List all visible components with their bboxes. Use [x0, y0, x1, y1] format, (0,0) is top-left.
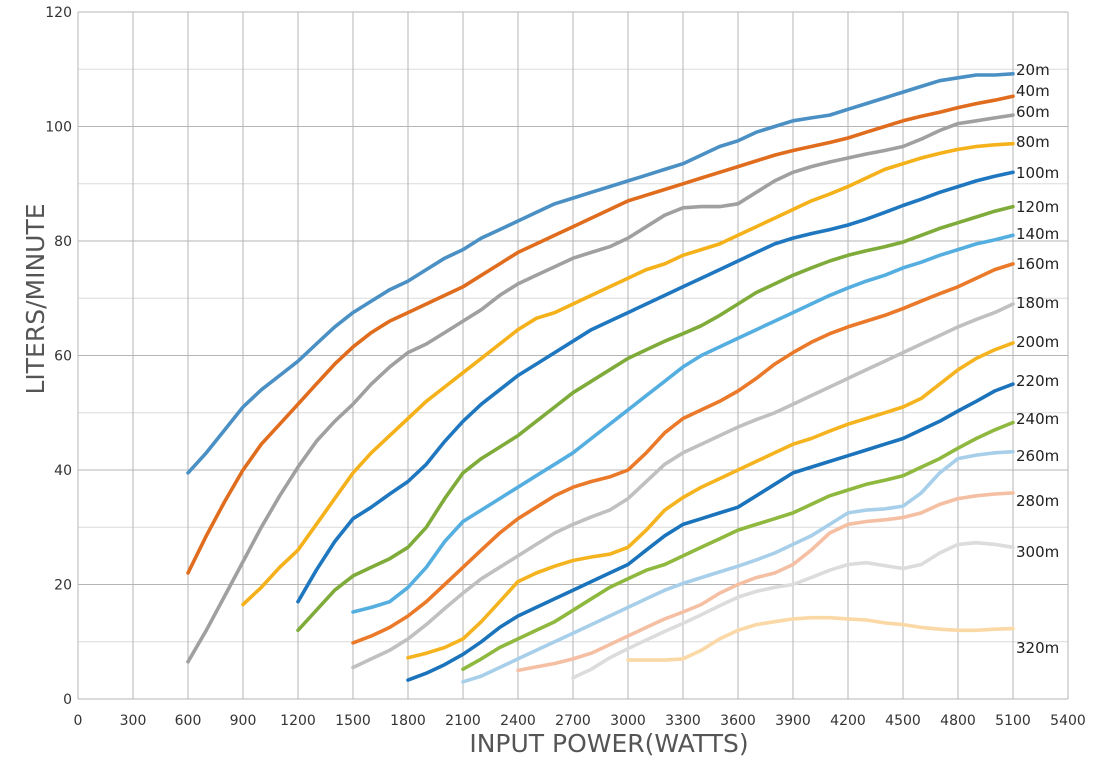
y-tick-label: 100 — [45, 120, 72, 136]
x-tick-label: 600 — [175, 713, 202, 729]
series-line-140m — [351, 233, 1015, 614]
series-label: 80m — [1016, 133, 1050, 151]
grid-layer — [77, 11, 1069, 700]
series-line-280m — [516, 491, 1015, 673]
x-tick-label: 1800 — [390, 713, 426, 729]
series-line-120m — [296, 204, 1015, 633]
series-label: 220m — [1016, 372, 1059, 390]
x-tick-label: 3000 — [610, 713, 646, 729]
series-label: 20m — [1016, 61, 1050, 79]
x-tick-label: 3900 — [775, 713, 811, 729]
series-label: 260m — [1016, 447, 1059, 465]
x-axis-ticks: 0 300 600 900 1200 1500 1800 2100 2400 2700 3000 33… — [74, 713, 1086, 729]
series-label: 180m — [1016, 294, 1059, 312]
x-tick-label: 1500 — [335, 713, 371, 729]
series-label: 200m — [1016, 333, 1059, 351]
series-line-200m — [406, 341, 1015, 660]
x-tick-label: 2400 — [500, 713, 536, 729]
series-label: 300m — [1016, 543, 1059, 561]
x-tick-label: 2100 — [445, 713, 481, 729]
y-tick-label: 80 — [54, 234, 72, 250]
series-label: 60m — [1016, 103, 1050, 121]
series-label: 160m — [1016, 255, 1059, 273]
x-tick-label: 300 — [120, 713, 147, 729]
x-tick-label: 0 — [74, 713, 83, 729]
x-tick-label: 5100 — [995, 713, 1031, 729]
series-label: 320m — [1016, 639, 1059, 657]
series-label: 240m — [1016, 410, 1059, 428]
y-tick-label: 0 — [63, 692, 72, 708]
series-label: 100m — [1016, 164, 1059, 182]
x-axis-label: INPUT POWER(WATTS) — [469, 729, 748, 758]
x-tick-label: 3300 — [665, 713, 701, 729]
series-line-160m — [351, 262, 1015, 645]
series-line-220m — [406, 382, 1015, 682]
x-tick-label: 4500 — [885, 713, 921, 729]
y-tick-label: 20 — [54, 578, 72, 594]
x-tick-label: 900 — [230, 713, 257, 729]
x-tick-label: 3600 — [720, 713, 756, 729]
series-line-20m — [186, 72, 1015, 475]
series-line-180m — [351, 302, 1015, 670]
x-tick-label: 4200 — [830, 713, 866, 729]
series-label: 280m — [1016, 492, 1059, 510]
x-tick-label: 2700 — [555, 713, 591, 729]
y-axis-ticks: 0 20 40 60 80 100 120 — [45, 5, 72, 708]
y-tick-label: 40 — [54, 463, 72, 479]
series-line-320m — [626, 615, 1015, 662]
series-line-100m — [296, 170, 1015, 604]
series-labels: 20m 40m 60m 80m 100m 120m 140m 160m 180m 200m 220m… — [1016, 61, 1059, 657]
series-label: 120m — [1016, 198, 1059, 216]
series-layer — [186, 72, 1015, 684]
series-line-80m — [241, 141, 1015, 607]
series-label: 140m — [1016, 225, 1059, 243]
series-line-60m — [186, 113, 1015, 664]
x-tick-label: 1200 — [280, 713, 316, 729]
y-axis-label: LITERS/MINUTE — [21, 203, 50, 394]
y-tick-label: 120 — [45, 5, 72, 21]
series-label: 40m — [1016, 82, 1050, 100]
series-line-40m — [186, 94, 1015, 575]
x-tick-label: 5400 — [1050, 713, 1086, 729]
x-tick-label: 4800 — [940, 713, 976, 729]
series-line-300m — [571, 540, 1015, 680]
series-line-240m — [461, 420, 1015, 672]
series-line-260m — [461, 449, 1015, 684]
y-tick-label: 60 — [54, 349, 72, 365]
